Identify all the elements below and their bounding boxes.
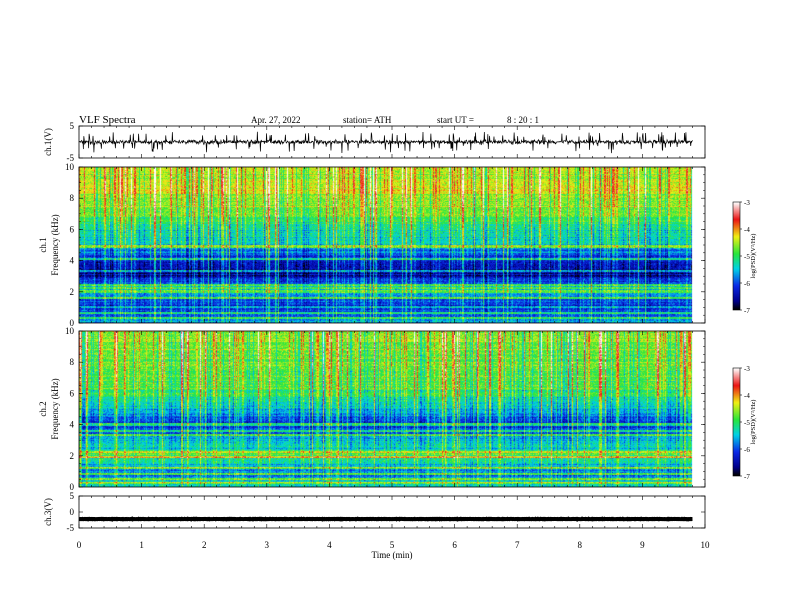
y-axis-label-line: Frequency (kHz) (50, 214, 60, 275)
ch1-spectrogram-panel: 0 2 4 6 8 10 ch.1 Frequency (kHz) (38, 162, 706, 328)
colorbar-label: log(PSD)(V²/Hz) (750, 234, 757, 279)
station-label: station= ATH (343, 115, 392, 125)
ch1-spectrogram-image (79, 167, 705, 323)
start-ut-value: 8 : 20 : 1 (507, 115, 539, 125)
y-tick-label: 10 (65, 326, 75, 336)
date-label: Apr. 27, 2022 (251, 115, 301, 125)
y-tick-label: 0 (70, 482, 75, 492)
y-tick-label: 0 (70, 318, 75, 328)
colorbar-tick-label: -5 (744, 419, 750, 427)
colorbar-tick-label: -3 (744, 199, 750, 207)
x-tick-label: 7 (515, 540, 520, 550)
y-tick-label: 8 (70, 357, 75, 367)
y-axis-label-line: ch.1 (38, 237, 48, 252)
x-tick-label: 4 (327, 540, 332, 550)
x-tick-label: 0 (77, 540, 82, 550)
y-tick-label: 0 (70, 507, 75, 517)
colorbar-tick-label: -6 (744, 280, 750, 288)
colorbar-label: log(PSD)(V²/Hz) (750, 400, 757, 445)
y-axis-label: ch.3(V) (43, 498, 53, 526)
ch2-spectrogram-image (79, 331, 705, 487)
x-tick-label: 5 (390, 540, 395, 550)
colorbar-tick-label: -3 (744, 365, 750, 373)
x-tick-label: 3 (265, 540, 270, 550)
y-tick-label: 2 (70, 287, 75, 297)
ch1-waveform-panel: 5 -5 ch.1(V) (43, 121, 706, 163)
y-tick-label: 2 (70, 451, 75, 461)
ch2-colorbar: -3 -4 -5 -6 -7 log(PSD)(V²/Hz) (732, 365, 757, 481)
ch1-colorbar: -3 -4 -5 -6 -7 log(PSD)(V²/Hz) (732, 199, 757, 315)
y-tick-label: 5 (70, 491, 75, 501)
plot-frame (78, 495, 706, 529)
x-tick-label: 1 (139, 540, 144, 550)
y-tick-label: -5 (67, 523, 75, 533)
waveform-trace (78, 516, 693, 522)
x-tick-label: 6 (452, 540, 457, 550)
y-tick-label: -5 (67, 153, 75, 163)
colorbar-tick-label: -4 (744, 226, 750, 234)
y-tick-label: 6 (70, 224, 75, 234)
colorbar-tick-label: -5 (744, 253, 750, 261)
y-axis-label: ch.1 Frequency (kHz) (38, 214, 60, 275)
colorbar-tick-label: -7 (744, 473, 750, 481)
y-axis-label: ch.1(V) (43, 128, 53, 156)
waveform-trace (78, 131, 693, 154)
x-axis-label: Time (min) (372, 550, 413, 560)
y-tick-label: 5 (70, 121, 75, 131)
y-axis-label-line: ch.2 (38, 401, 48, 416)
colorbar-tick-label: -6 (744, 446, 750, 454)
x-tick-label: 10 (701, 540, 711, 550)
ch2-colorbar-image (733, 368, 740, 476)
y-tick-label: 4 (70, 420, 75, 430)
start-ut-label: start UT = (437, 115, 474, 125)
y-axis-label: ch.2 Frequency (kHz) (38, 378, 60, 439)
x-tick-label: 2 (202, 540, 207, 550)
figure-title: VLF Spectra (79, 114, 136, 126)
x-tick-label: 8 (578, 540, 583, 550)
ch2-spectrogram-panel: 0 2 4 6 8 10 ch.2 Frequency (kHz) (38, 326, 706, 492)
x-tick-label: 9 (640, 540, 645, 550)
ch1-colorbar-image (733, 202, 740, 310)
y-tick-label: 10 (65, 162, 75, 172)
y-tick-label: 4 (70, 256, 75, 266)
y-tick-label: 6 (70, 388, 75, 398)
colorbar-tick-label: -7 (744, 307, 750, 315)
time-axis: 0 1 2 3 4 5 6 7 8 9 10 Time (min) (77, 540, 710, 560)
y-axis-label-line: Frequency (kHz) (50, 378, 60, 439)
colorbar-tick-label: -4 (744, 392, 750, 400)
ch3-waveform-panel: 5 0 -5 ch.3(V) (43, 491, 706, 533)
y-tick-label: 8 (70, 193, 75, 203)
